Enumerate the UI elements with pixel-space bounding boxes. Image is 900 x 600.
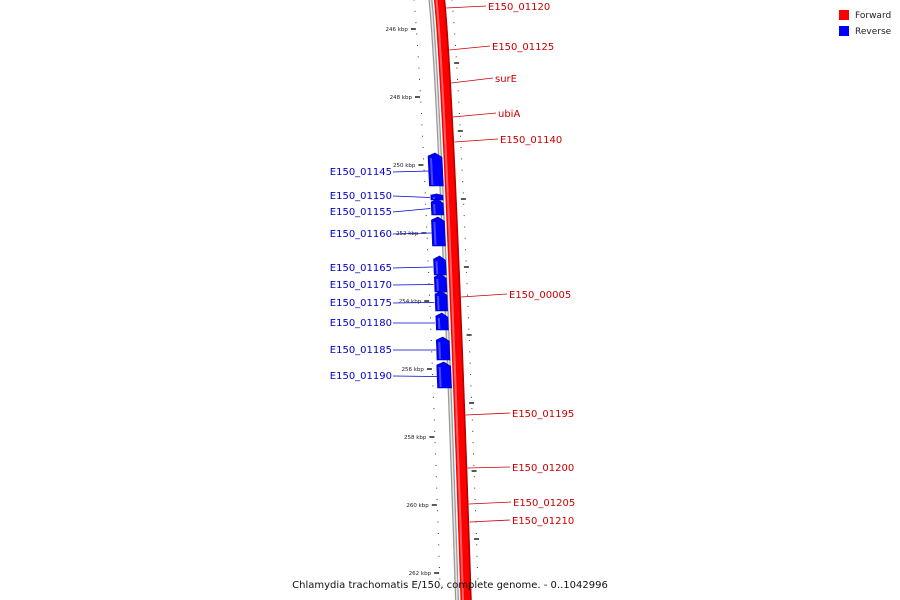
reverse-gene-arrow[interactable] [427,152,444,187]
reverse-leader-line [392,266,433,269]
legend-swatch-forward [839,10,849,20]
forward-gene-label[interactable]: E150_01195 [512,409,574,420]
reverse-gene-label[interactable]: E150_01185 [330,345,392,356]
reverse-leader-line [392,170,429,173]
reverse-gene-arrow-shade [436,279,439,291]
reverse-gene-arrow-shade [437,318,441,329]
reverse-leader-line [392,375,438,377]
forward-leader-line [446,5,487,9]
reverse-gene-label[interactable]: E150_01165 [330,263,392,274]
map-caption: Chlamydia trachomatis E/150, complete ge… [292,580,608,591]
forward-strand-highlight [435,0,464,600]
reverse-gene-arrow[interactable] [431,216,446,247]
legend: Forward Reverse [839,10,892,37]
reverse-gene-arrow-shade [435,261,439,274]
forward-strand-edge [443,0,472,600]
reverse-leader-line [392,302,435,304]
forward-gene-label[interactable]: E150_01120 [488,2,550,13]
reverse-leader-line [392,284,434,286]
forward-strand-band [433,0,472,600]
forward-gene-label[interactable]: ubiA [498,109,520,120]
forward-gene-label[interactable]: E150_01140 [500,135,562,146]
reverse-gene-label[interactable]: E150_01155 [330,207,392,218]
reverse-leader-line [392,208,431,213]
forward-leader-line [461,293,508,298]
reverse-gene-arrow-shade [433,222,437,245]
forward-leader-line [465,412,511,416]
forward-leader-line [469,519,511,523]
legend-swatch-reverse [839,26,849,36]
reverse-gene-label[interactable]: E150_01145 [330,167,392,178]
forward-leader-line [467,466,511,469]
reverse-leader-line [392,195,430,198]
reverse-gene-label[interactable]: E150_01160 [330,229,392,240]
reverse-gene-arrow-shade [438,367,442,387]
reverse-gene-label[interactable]: E150_01150 [330,191,392,202]
tick-label: 260 kbp [406,503,429,509]
reverse-gene-arrow[interactable] [436,361,452,389]
forward-leader-line [451,77,494,84]
reverse-gene-arrow-shade [430,158,434,185]
reverse-gene-arrow-shade [432,197,435,199]
reverse-gene-arrow-shade [433,204,436,214]
forward-leader-line [454,138,499,143]
forward-gene-label[interactable]: E150_01210 [512,516,574,527]
reverse-gene-label[interactable]: E150_01175 [330,298,392,309]
forward-gene-label[interactable]: E150_01200 [512,463,574,474]
tick-label: 256 kbp [401,367,424,373]
reverse-leader-line [392,232,432,235]
reverse-strand-layer [392,152,452,389]
forward-gene-label[interactable]: surE [495,74,517,85]
tick-label: 254 kbp [399,299,422,305]
tick-label: 258 kbp [404,435,427,441]
reverse-gene-arrow-shade [438,342,441,359]
forward-gene-label[interactable]: E150_01205 [513,498,575,509]
reverse-gene-arrow[interactable] [435,336,451,361]
gene-label-layer: E150_01120 E150_01125 surE ubiA E150_01140 E1… [330,2,575,527]
tick-label: 246 kbp [385,27,408,33]
forward-leader-line [452,112,497,118]
reverse-gene-arrow-shade [437,296,440,310]
forward-gene-label[interactable]: E150_01125 [492,42,554,53]
tick-label: 250 kbp [393,163,416,169]
tick-label: 262 kbp [409,571,432,577]
reverse-gene-label[interactable]: E150_01180 [330,318,392,329]
forward-strand-layer [446,5,512,523]
tick-label: 248 kbp [390,95,413,101]
legend-label-forward: Forward [855,11,891,21]
legend-label-reverse: Reverse [855,27,892,37]
forward-leader-line [468,501,512,505]
reverse-gene-label[interactable]: E150_01170 [330,280,392,291]
forward-gene-label[interactable]: E150_00005 [509,290,571,301]
forward-leader-line [449,45,491,51]
reverse-gene-label[interactable]: E150_01190 [330,371,392,382]
reverse-gene-arrow[interactable] [434,290,448,312]
